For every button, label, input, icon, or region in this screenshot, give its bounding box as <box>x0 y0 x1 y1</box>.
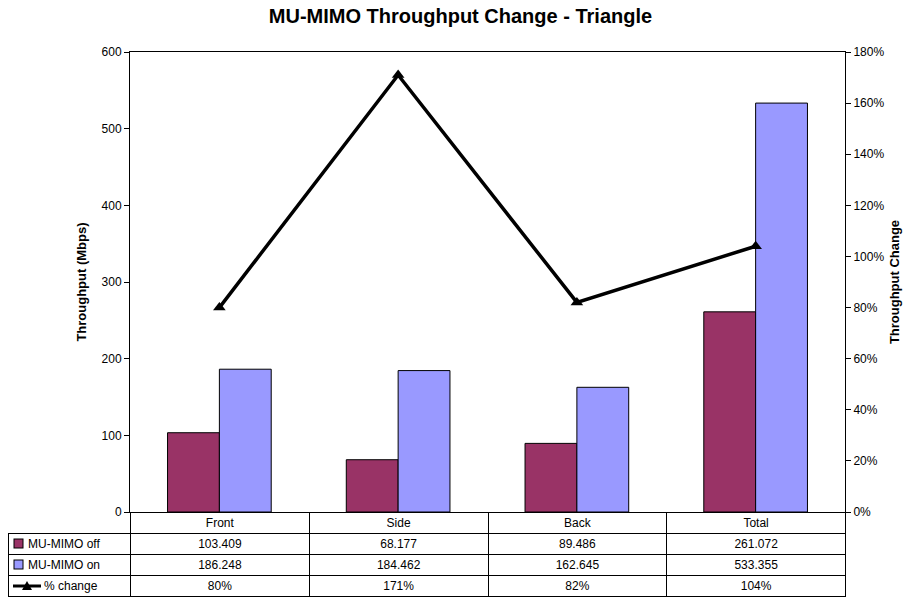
html-text:Front: Front <box>205 515 234 530</box>
svg-text:0: 0 <box>115 505 122 519</box>
svg-text:140%: 140% <box>853 147 884 161</box>
html-text:171%: 171% <box>383 578 414 593</box>
html-text:Total: Total <box>743 515 769 530</box>
svg-text:100: 100 <box>102 429 122 443</box>
svg-text:Throughput Change: Throughput Change <box>887 220 902 344</box>
svg-text:MU-MIMO Throughput Change - Tr: MU-MIMO Throughput Change - Triangle <box>269 5 652 27</box>
html-text:MU-MIMO off: MU-MIMO off <box>28 537 100 551</box>
svg-text:600: 600 <box>102 45 122 59</box>
html-text:103.409: 103.409 <box>198 536 242 551</box>
html-text:% change: % change <box>44 578 98 593</box>
svg-text:300: 300 <box>102 275 122 289</box>
svg-text:160%: 160% <box>853 96 884 110</box>
svg-text:100%: 100% <box>853 250 884 264</box>
html-text:68.177: 68.177 <box>380 536 417 551</box>
html-text:80%: 80% <box>207 578 232 593</box>
html-text:261.072: 261.072 <box>734 536 778 551</box>
svg-text:500: 500 <box>102 122 122 136</box>
svg-text:200: 200 <box>102 352 122 366</box>
html-text:184.462: 184.462 <box>376 557 421 572</box>
svg-text:20%: 20% <box>853 454 877 468</box>
html-text:104%: 104% <box>740 578 772 593</box>
svg-text:120%: 120% <box>853 199 884 213</box>
html-text:162.645: 162.645 <box>555 557 600 572</box>
html-text:533.355: 533.355 <box>734 557 778 572</box>
html-text:MU-MIMO on: MU-MIMO on <box>28 557 100 572</box>
svg-text:400: 400 <box>102 199 122 213</box>
svg-text:40%: 40% <box>853 403 877 417</box>
html-text:89.486: 89.486 <box>559 536 596 551</box>
html-text:186.248: 186.248 <box>198 557 242 572</box>
html-text:Side: Side <box>386 515 411 530</box>
svg-text:180%: 180% <box>853 45 884 59</box>
svg-text:60%: 60% <box>853 352 877 366</box>
svg-text:0%: 0% <box>853 505 871 519</box>
svg-text:Throughput (Mbps): Throughput (Mbps) <box>74 222 89 341</box>
html-text:82%: 82% <box>565 578 590 593</box>
svg-text:80%: 80% <box>853 301 877 315</box>
html-text:Back: Back <box>564 515 591 530</box>
